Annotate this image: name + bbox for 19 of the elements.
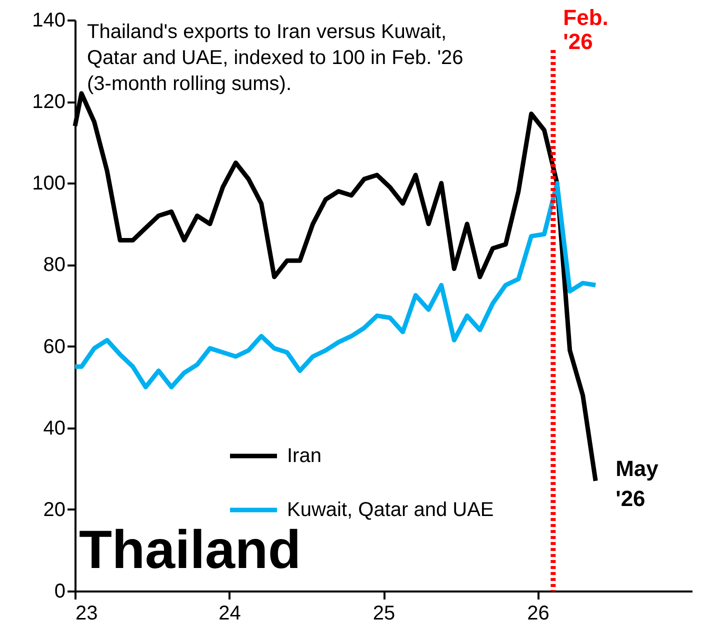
legend-label: Iran — [287, 445, 322, 467]
x-tick-label: 23 — [76, 602, 98, 624]
annotation: May '26 — [616, 456, 660, 511]
ref-line-label: Feb. '26 — [563, 5, 608, 54]
legend-label: Kuwait, Qatar and UAE — [287, 499, 494, 521]
y-tick-label: 60 — [43, 336, 66, 358]
x-tick-label: 26 — [527, 602, 550, 624]
x-tick-label: 24 — [218, 602, 241, 624]
y-tick-label: 40 — [43, 417, 66, 440]
text: Thailand — [79, 520, 302, 580]
y-tick-label: 140 — [32, 10, 66, 32]
x-tick-label: 25 — [372, 602, 396, 624]
y-tick-label: 120 — [32, 91, 66, 114]
text: Thailand's exports to Iran versus Kuwait, Qatar and UAE, indexed to 100 in Feb. '26 (3-month rolling sums). — [87, 21, 464, 95]
line-series — [72, 180, 598, 390]
y-tick-label: 0 — [54, 580, 66, 602]
y-tick-label: 20 — [43, 498, 66, 521]
y-tick-label: 100 — [32, 172, 66, 195]
y-tick-label: 80 — [43, 254, 66, 276]
